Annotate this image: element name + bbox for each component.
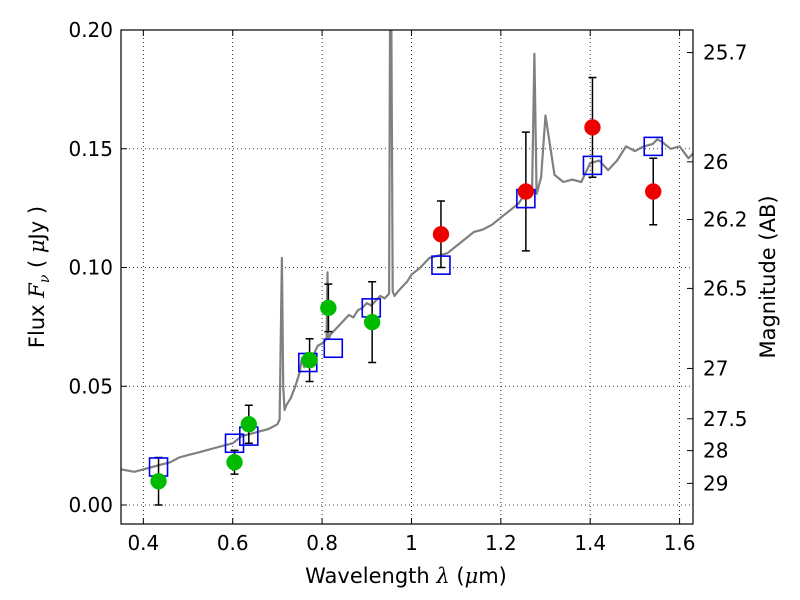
x-axis-label: Wavelength λ (μm) <box>305 564 507 588</box>
plot-background <box>121 30 693 524</box>
x-tick-label: 1 <box>405 531 418 555</box>
red-detection-point <box>644 183 662 200</box>
green-detection-point <box>226 454 243 471</box>
model-photometry-square <box>224 433 245 454</box>
y-tick-label: 0.10 <box>68 256 113 280</box>
model-photometry-square <box>431 255 451 275</box>
x-tick-label: 0.6 <box>217 531 249 555</box>
magnitude-tick-label: 26.5 <box>703 276 748 300</box>
x-tick-label: 1.2 <box>485 531 517 555</box>
red-detection-point <box>584 119 601 136</box>
green-detection-point <box>320 299 337 317</box>
red-detection-point <box>517 183 535 200</box>
model-photometry-square <box>582 155 603 176</box>
y-tick-label: 0.20 <box>68 18 113 42</box>
green-detection-point <box>240 416 258 433</box>
magnitude-tick-label: 29 <box>703 471 728 495</box>
data-layer <box>121 30 693 506</box>
axis-ticks: 0.4 0.6 0.8 1 1.2 1.4 1.6 0.00 0.05 0.10 0.15 0.20 2… <box>68 18 747 555</box>
magnitude-tick-label: 26 <box>703 150 728 174</box>
model-photometry-square <box>323 338 344 359</box>
x-tick-label: 1.4 <box>574 531 606 555</box>
magnitude-tick-label: 26.2 <box>703 208 748 232</box>
magnitude-tick-label: 28 <box>703 439 728 463</box>
red-detection-point <box>432 226 450 243</box>
green-detection-point <box>150 473 167 490</box>
y-tick-label: 0.00 <box>68 493 113 517</box>
green-detection-point <box>301 351 318 369</box>
model-spectrum-line <box>121 30 693 473</box>
y-axis-label-right: Magnitude (AB) <box>756 195 780 358</box>
y-axis-label-left: Flux Fν ( μJy ) <box>25 206 53 348</box>
magnitude-tick-label: 27 <box>703 356 728 380</box>
green-detection-point <box>363 313 381 331</box>
y-tick-label: 0.15 <box>68 137 113 161</box>
magnitude-tick-label: 27.5 <box>703 407 748 431</box>
model-photometry-square <box>643 136 664 157</box>
y-tick-label: 0.05 <box>68 374 113 398</box>
x-tick-label: 1.6 <box>664 531 696 555</box>
plot-frame <box>120 29 694 525</box>
x-tick-label: 0.4 <box>127 531 159 555</box>
magnitude-tick-label: 25.7 <box>703 41 748 65</box>
x-tick-label: 0.8 <box>306 531 338 555</box>
